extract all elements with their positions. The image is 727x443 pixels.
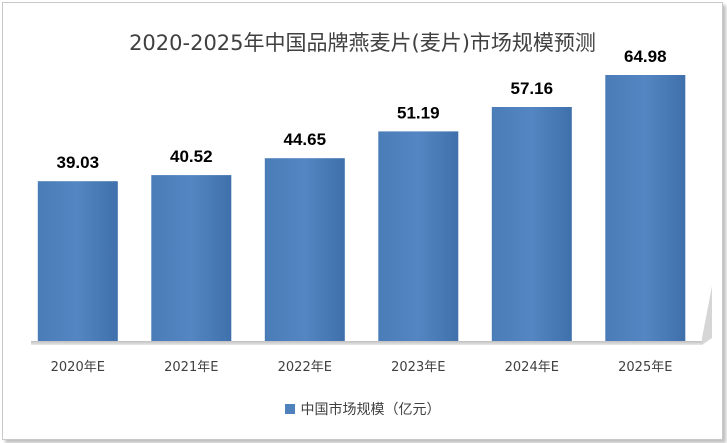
bar-2022年E bbox=[264, 158, 345, 341]
x-tick-label: 2021年E bbox=[164, 360, 218, 375]
chart-floor-side bbox=[702, 286, 712, 345]
legend-label: 中国市场规模（亿元） bbox=[300, 402, 441, 418]
data-label: 51.19 bbox=[397, 103, 440, 122]
data-label: 44.65 bbox=[284, 130, 327, 149]
x-tick-label: 2023年E bbox=[391, 360, 445, 375]
x-tick-label: 2022年E bbox=[278, 360, 332, 375]
bar-2020年E bbox=[37, 181, 118, 341]
bar-2024年E bbox=[491, 107, 572, 341]
data-label: 39.03 bbox=[57, 153, 100, 172]
x-tick-label: 2025年E bbox=[618, 360, 672, 375]
legend-swatch bbox=[284, 404, 295, 414]
x-tick-label: 2024年E bbox=[505, 360, 559, 375]
data-label: 40.52 bbox=[170, 147, 213, 166]
chart-floor bbox=[31, 341, 702, 345]
chart-title: 2020-2025年中国品牌燕麦片(麦片)市场规模预测 bbox=[129, 31, 596, 55]
chart-legend: 中国市场规模（亿元） bbox=[3, 399, 722, 419]
data-label: 57.16 bbox=[511, 79, 554, 98]
data-label: 64.98 bbox=[624, 47, 667, 66]
bar-2023年E bbox=[378, 131, 459, 341]
bar-2025年E bbox=[605, 75, 686, 341]
chart-plot: 39.03 40.52 44.65 51.19 57.16 64.98 2020年E 202… bbox=[31, 47, 712, 375]
x-tick-label: 2020年E bbox=[51, 360, 105, 375]
bar-2021年E bbox=[151, 175, 232, 341]
